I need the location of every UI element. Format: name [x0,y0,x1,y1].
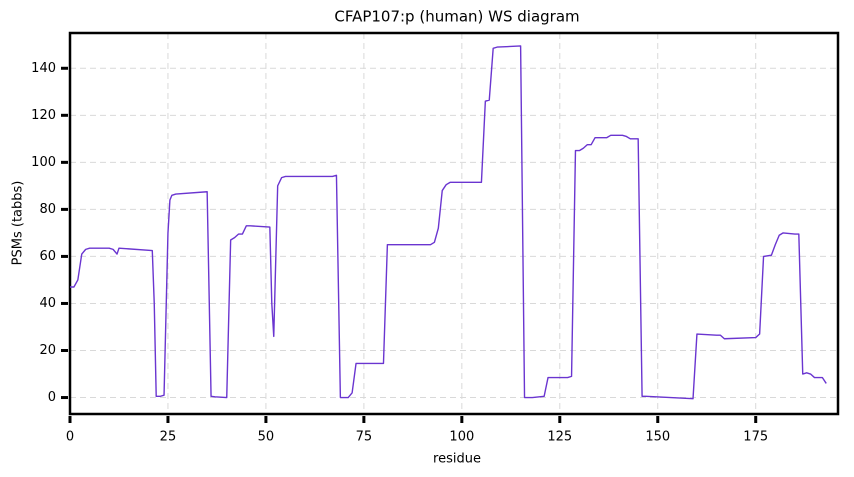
y-tick-label: 120 [31,108,56,123]
y-tick-label: 20 [39,343,56,358]
y-tick-label: 0 [48,390,56,405]
x-tick-label: 25 [160,430,177,445]
x-tick-label: 75 [356,430,373,445]
x-tick-label: 50 [258,430,275,445]
x-axis-label: residue [433,452,481,467]
y-tick-label: 80 [39,202,56,217]
y-tick-label: 100 [31,155,56,170]
x-tick-label: 100 [449,430,474,445]
y-tick-label: 140 [31,61,56,76]
x-tick-label: 150 [645,430,670,445]
x-tick-label: 125 [547,430,572,445]
x-tick-label: 0 [66,430,74,445]
chart-title: CFAP107:p (human) WS diagram [334,8,579,26]
y-axis-label: PSMs (tabbs) [11,181,26,266]
x-tick-label: 175 [743,430,768,445]
y-tick-label: 40 [39,296,56,311]
y-tick-label: 60 [39,249,56,264]
plot-frame [68,31,840,416]
data-line [70,45,827,400]
